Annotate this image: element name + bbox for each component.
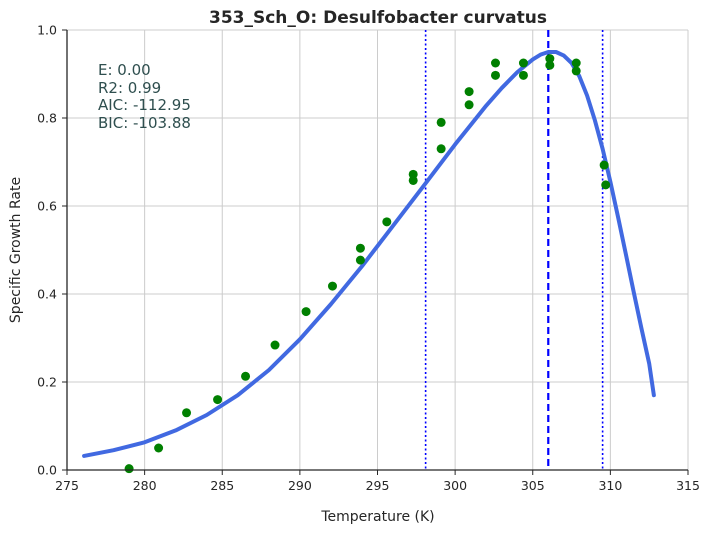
x-axis-label: Temperature (K) xyxy=(320,509,434,525)
data-point xyxy=(436,144,446,154)
data-point xyxy=(241,371,251,381)
data-point xyxy=(490,70,500,80)
data-point xyxy=(154,443,164,453)
data-point xyxy=(464,87,474,97)
stat-e: E: 0.00 xyxy=(98,61,151,79)
data-point xyxy=(571,58,581,68)
y-tick-label: 1.0 xyxy=(37,23,57,38)
data-point xyxy=(545,60,555,70)
grid xyxy=(66,29,689,471)
stat-bic: BIC: -103.88 xyxy=(98,114,191,132)
fit-curve-group xyxy=(82,50,656,458)
stat-aic: AIC: -112.95 xyxy=(98,96,191,114)
x-tick-label: 315 xyxy=(676,478,700,493)
fit-statistics: E: 0.00 R2: 0.99 AIC: -112.95 BIC: -103.… xyxy=(98,61,191,132)
data-point xyxy=(301,307,311,317)
data-point xyxy=(355,255,365,265)
tick-labels: 275 280 285 290 295 300 305 310 315 0.0 0.2 0.4 0.6 0… xyxy=(37,23,700,494)
y-tick-label: 0.0 xyxy=(37,463,57,478)
data-point xyxy=(571,66,581,76)
x-tick-label: 290 xyxy=(288,478,312,493)
data-point xyxy=(327,281,337,291)
data-point xyxy=(545,54,555,64)
data-point xyxy=(436,117,446,127)
y-tick-label: 0.8 xyxy=(37,111,57,126)
data-point xyxy=(124,464,134,474)
data-point xyxy=(518,58,528,68)
data-point xyxy=(408,169,418,179)
data-points xyxy=(124,54,611,474)
y-tick-label: 0.2 xyxy=(37,375,57,390)
data-point xyxy=(408,175,418,185)
data-point xyxy=(599,160,609,170)
data-point xyxy=(270,340,280,350)
x-tick-label: 285 xyxy=(210,478,234,493)
data-point xyxy=(382,217,392,227)
y-axis-label: Specific Growth Rate xyxy=(8,177,24,323)
x-tick-label: 300 xyxy=(443,478,467,493)
data-point xyxy=(464,100,474,110)
axes xyxy=(62,29,689,475)
y-tick-label: 0.6 xyxy=(37,199,57,214)
data-point xyxy=(213,395,223,405)
reference-lines xyxy=(424,30,604,470)
x-tick-label: 295 xyxy=(366,478,390,493)
x-tick-label: 275 xyxy=(55,478,79,493)
fit-curve xyxy=(82,50,656,458)
chart-title: 353_Sch_O: Desulfobacter curvatus xyxy=(209,8,547,28)
data-point xyxy=(355,243,365,253)
y-tick-label: 0.4 xyxy=(37,287,57,302)
x-tick-label: 305 xyxy=(521,478,545,493)
data-point xyxy=(182,408,192,418)
data-point xyxy=(601,180,611,190)
stat-r2: R2: 0.99 xyxy=(98,79,161,97)
data-point xyxy=(490,58,500,68)
data-point xyxy=(518,70,528,80)
x-tick-label: 280 xyxy=(133,478,157,493)
x-tick-label: 310 xyxy=(598,478,622,493)
